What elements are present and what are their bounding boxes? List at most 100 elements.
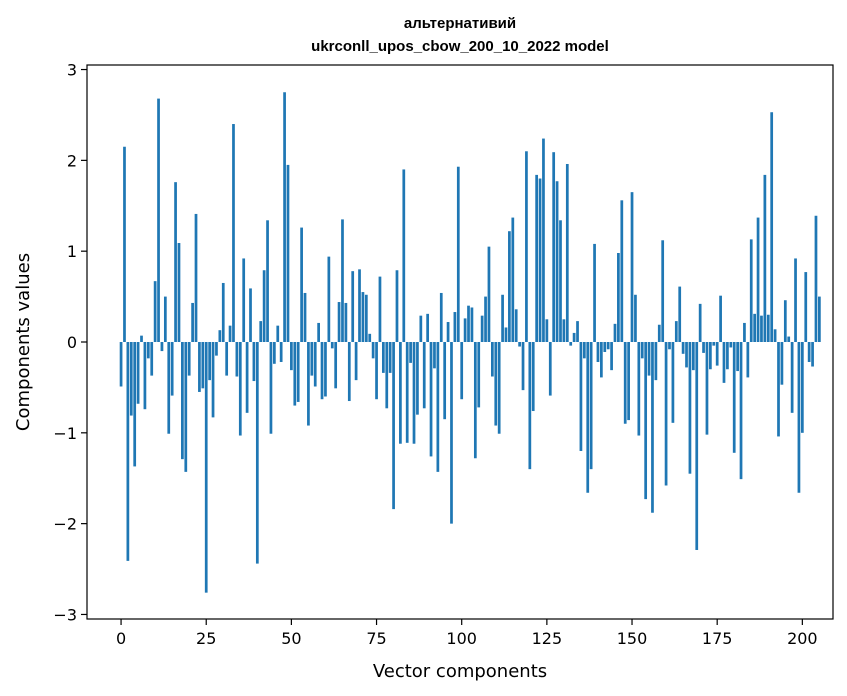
bar <box>504 327 508 342</box>
bar <box>715 342 719 366</box>
y-tick-label: 2 <box>67 151 77 170</box>
bar <box>804 272 808 342</box>
bar <box>818 296 821 342</box>
y-axis-label: Components values <box>13 253 34 431</box>
bar <box>576 321 579 342</box>
bar <box>446 322 450 342</box>
bar <box>528 342 532 470</box>
bar <box>739 342 743 480</box>
bar <box>453 312 457 342</box>
bar <box>378 276 382 342</box>
bar <box>491 342 494 377</box>
bar <box>586 342 590 493</box>
bar <box>123 146 126 342</box>
bar <box>545 319 549 342</box>
bar <box>194 213 198 342</box>
bar <box>487 246 491 342</box>
bar <box>204 342 208 593</box>
bar <box>695 342 699 550</box>
bar <box>630 192 634 342</box>
bar <box>320 342 324 400</box>
x-tick-label: 125 <box>532 629 563 648</box>
bar <box>153 281 157 342</box>
bar <box>538 178 542 342</box>
bar <box>337 302 341 342</box>
bar <box>245 342 249 413</box>
bar <box>620 200 624 342</box>
bar <box>119 342 123 387</box>
bar <box>344 302 348 342</box>
bar <box>589 342 593 470</box>
x-tick-label: 0 <box>116 629 126 648</box>
bar <box>433 342 436 369</box>
bar <box>719 295 722 342</box>
bar <box>467 305 470 342</box>
bar <box>654 342 658 381</box>
bar <box>661 240 665 342</box>
bar <box>208 342 211 381</box>
x-axis-ticks: 0 25 50 75 100 125 150 175 200 <box>116 619 818 648</box>
bar <box>313 342 317 387</box>
bar <box>143 342 147 410</box>
bar <box>640 342 644 359</box>
bar <box>279 342 283 362</box>
bar <box>579 342 583 451</box>
bar <box>129 342 133 416</box>
bar <box>136 342 140 404</box>
bar <box>807 342 811 362</box>
bar <box>436 342 440 472</box>
bar <box>354 342 358 381</box>
bar <box>797 342 801 493</box>
bar <box>341 219 344 342</box>
bar <box>565 163 569 342</box>
bar <box>780 342 784 385</box>
bar <box>668 342 671 350</box>
bar <box>221 282 225 342</box>
bar <box>814 215 818 342</box>
bar <box>126 342 130 561</box>
bar <box>187 342 191 376</box>
bar <box>729 342 733 348</box>
y-tick-label: −2 <box>53 515 77 534</box>
bar <box>381 342 385 373</box>
bar <box>596 342 600 362</box>
bar <box>685 342 688 368</box>
bar <box>593 243 596 342</box>
bar <box>324 342 327 397</box>
bar <box>647 342 651 376</box>
bar <box>375 342 378 400</box>
bar <box>269 342 273 434</box>
bar <box>225 342 229 376</box>
bar <box>255 342 259 564</box>
bar <box>140 335 143 342</box>
bar <box>392 342 395 510</box>
bar <box>303 292 307 342</box>
bar <box>770 112 774 342</box>
x-tick-label: 75 <box>366 629 386 648</box>
bar <box>290 342 293 371</box>
bar <box>562 319 566 342</box>
bar <box>266 220 269 342</box>
bar <box>743 322 746 342</box>
bar <box>600 342 603 378</box>
bar <box>358 269 361 342</box>
bar <box>777 342 780 437</box>
bar <box>351 271 355 342</box>
bar <box>150 342 154 376</box>
bar <box>228 325 232 342</box>
bar <box>405 342 409 443</box>
bar <box>569 342 573 346</box>
bar <box>674 321 678 342</box>
bar <box>272 342 276 364</box>
bar <box>705 342 709 435</box>
bar <box>262 270 266 342</box>
bar <box>542 138 545 342</box>
bar <box>456 166 460 342</box>
bar <box>610 342 613 371</box>
bar <box>651 342 654 513</box>
bar <box>330 342 334 349</box>
bar <box>698 303 702 342</box>
bar <box>480 315 484 342</box>
x-tick-label: 200 <box>787 629 818 648</box>
